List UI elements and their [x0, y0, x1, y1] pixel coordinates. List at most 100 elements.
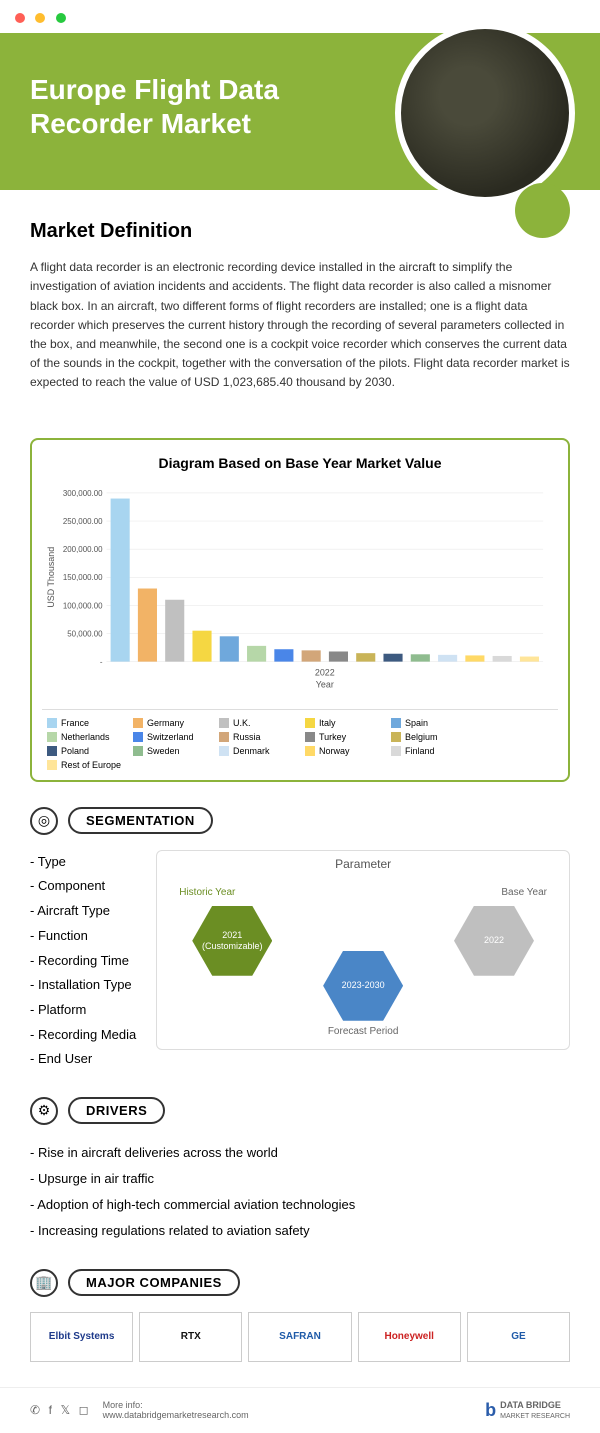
company-logo: Honeywell [358, 1312, 461, 1362]
chart-bar [165, 599, 184, 661]
chart-bar [111, 498, 130, 661]
chart-bar [220, 636, 239, 661]
hex-forecast: 2023-2030 [323, 951, 403, 1021]
svg-text:200,000.00: 200,000.00 [63, 545, 103, 554]
chart-bar [438, 654, 457, 661]
hero-image [395, 23, 575, 203]
legend-label: Poland [61, 746, 89, 756]
driver-item: Rise in aircraft deliveries across the w… [30, 1140, 570, 1166]
legend-label: Netherlands [61, 732, 110, 742]
svg-text:-: - [100, 657, 103, 666]
driver-item: Adoption of high-tech commercial aviatio… [30, 1192, 570, 1218]
legend-label: Rest of Europe [61, 760, 121, 770]
page-title: Europe Flight Data Recorder Market [30, 73, 310, 140]
segmentation-item: Recording Time [30, 949, 136, 974]
svg-text:100,000.00: 100,000.00 [63, 601, 103, 610]
legend-label: Russia [233, 732, 261, 742]
companies-icon: 🏢 [30, 1269, 58, 1297]
parameter-title: Parameter [157, 851, 569, 877]
legend-item: Germany [133, 718, 211, 728]
bar-chart: -50,000.00100,000.00150,000.00200,000.00… [42, 483, 558, 701]
facebook-icon[interactable]: f [49, 1403, 52, 1417]
chart-bar [192, 630, 211, 661]
drivers-icon: ⚙ [30, 1097, 58, 1125]
legend-swatch [47, 732, 57, 742]
hero-accent-circle [515, 183, 570, 238]
brand-top: DATA BRIDGE [500, 1400, 561, 1410]
legend-label: Denmark [233, 746, 270, 756]
svg-text:300,000.00: 300,000.00 [63, 488, 103, 497]
legend-label: Turkey [319, 732, 346, 742]
legend-swatch [133, 718, 143, 728]
legend-swatch [391, 718, 401, 728]
segmentation-item: Type [30, 850, 136, 875]
chart-legend: France Germany U.K. Italy Spain Netherlands Sw… [42, 709, 558, 770]
brand-sub: MARKET RESEARCH [500, 1413, 570, 1420]
twitter-icon[interactable]: 𝕏 [60, 1403, 70, 1417]
legend-label: Spain [405, 718, 428, 728]
legend-swatch [305, 718, 315, 728]
chart-bar [520, 656, 539, 661]
company-logo: GE [467, 1312, 570, 1362]
chart-title: Diagram Based on Base Year Market Value [42, 455, 558, 471]
chart-bar [465, 655, 484, 661]
legend-swatch [305, 732, 315, 742]
chart-bar [138, 588, 157, 661]
drivers-pill: DRIVERS [68, 1097, 165, 1124]
hex-base: 2022 [454, 906, 534, 976]
footer-logo: b DATA BRIDGE MARKET RESEARCH [485, 1400, 570, 1421]
base-year-label: Base Year [501, 887, 547, 898]
legend-item: Denmark [219, 746, 297, 756]
legend-label: Italy [319, 718, 336, 728]
svg-text:USD Thousand: USD Thousand [46, 546, 56, 607]
legend-item: Turkey [305, 732, 383, 742]
svg-text:250,000.00: 250,000.00 [63, 517, 103, 526]
chart-bar [247, 645, 266, 661]
legend-item: Netherlands [47, 732, 125, 742]
driver-item: Increasing regulations related to aviati… [30, 1218, 570, 1244]
legend-item: Norway [305, 746, 383, 756]
driver-item: Upsurge in air traffic [30, 1166, 570, 1192]
chart-container: Diagram Based on Base Year Market Value … [30, 438, 570, 782]
segmentation-header: ◎ SEGMENTATION [30, 807, 570, 835]
segmentation-body: TypeComponentAircraft TypeFunctionRecord… [30, 850, 570, 1072]
min-dot [35, 13, 45, 23]
companies-header: 🏢 MAJOR COMPANIES [30, 1269, 570, 1297]
legend-swatch [391, 732, 401, 742]
svg-text:150,000.00: 150,000.00 [63, 573, 103, 582]
legend-label: France [61, 718, 89, 728]
legend-item: Italy [305, 718, 383, 728]
legend-item: Spain [391, 718, 469, 728]
legend-label: U.K. [233, 718, 251, 728]
hero-banner: Europe Flight Data Recorder Market [0, 33, 600, 190]
drivers-list: Rise in aircraft deliveries across the w… [30, 1140, 570, 1244]
legend-item: Rest of Europe [47, 760, 125, 770]
legend-item: Switzerland [133, 732, 211, 742]
social-icons: ✆ f 𝕏 ◻ [30, 1403, 95, 1417]
legend-swatch [133, 732, 143, 742]
legend-item: Russia [219, 732, 297, 742]
whatsapp-icon[interactable]: ✆ [30, 1403, 40, 1417]
legend-label: Finland [405, 746, 435, 756]
hex-historic: 2021 (Customizable) [192, 906, 272, 976]
legend-item: Finland [391, 746, 469, 756]
legend-item: France [47, 718, 125, 728]
definition-heading: Market Definition [30, 220, 570, 243]
legend-label: Germany [147, 718, 184, 728]
legend-swatch [133, 746, 143, 756]
legend-swatch [47, 760, 57, 770]
instagram-icon[interactable]: ◻ [79, 1403, 89, 1417]
chart-bar [329, 651, 348, 661]
segmentation-item: Platform [30, 998, 136, 1023]
segmentation-item: End User [30, 1047, 136, 1072]
parameter-box: Parameter Historic Year Base Year Foreca… [156, 850, 570, 1050]
companies-row: Elbit SystemsRTXSAFRANHoneywellGE [30, 1312, 570, 1362]
footer-url[interactable]: www.databridgemarketresearch.com [103, 1410, 249, 1420]
legend-label: Belgium [405, 732, 438, 742]
more-info-label: More info: [103, 1400, 143, 1410]
logo-text: DATA BRIDGE MARKET RESEARCH [500, 1400, 570, 1420]
legend-label: Sweden [147, 746, 180, 756]
definition-body: A flight data recorder is an electronic … [30, 258, 570, 392]
chart-bar [302, 650, 321, 661]
close-dot [15, 13, 25, 23]
